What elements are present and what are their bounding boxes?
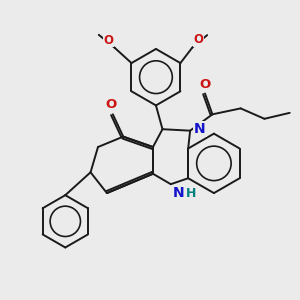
Text: O: O xyxy=(194,33,204,46)
Text: N: N xyxy=(172,186,184,200)
Text: O: O xyxy=(106,98,117,111)
Text: H: H xyxy=(186,187,196,200)
Text: O: O xyxy=(104,34,114,47)
Text: O: O xyxy=(200,78,211,91)
Text: N: N xyxy=(194,122,206,136)
